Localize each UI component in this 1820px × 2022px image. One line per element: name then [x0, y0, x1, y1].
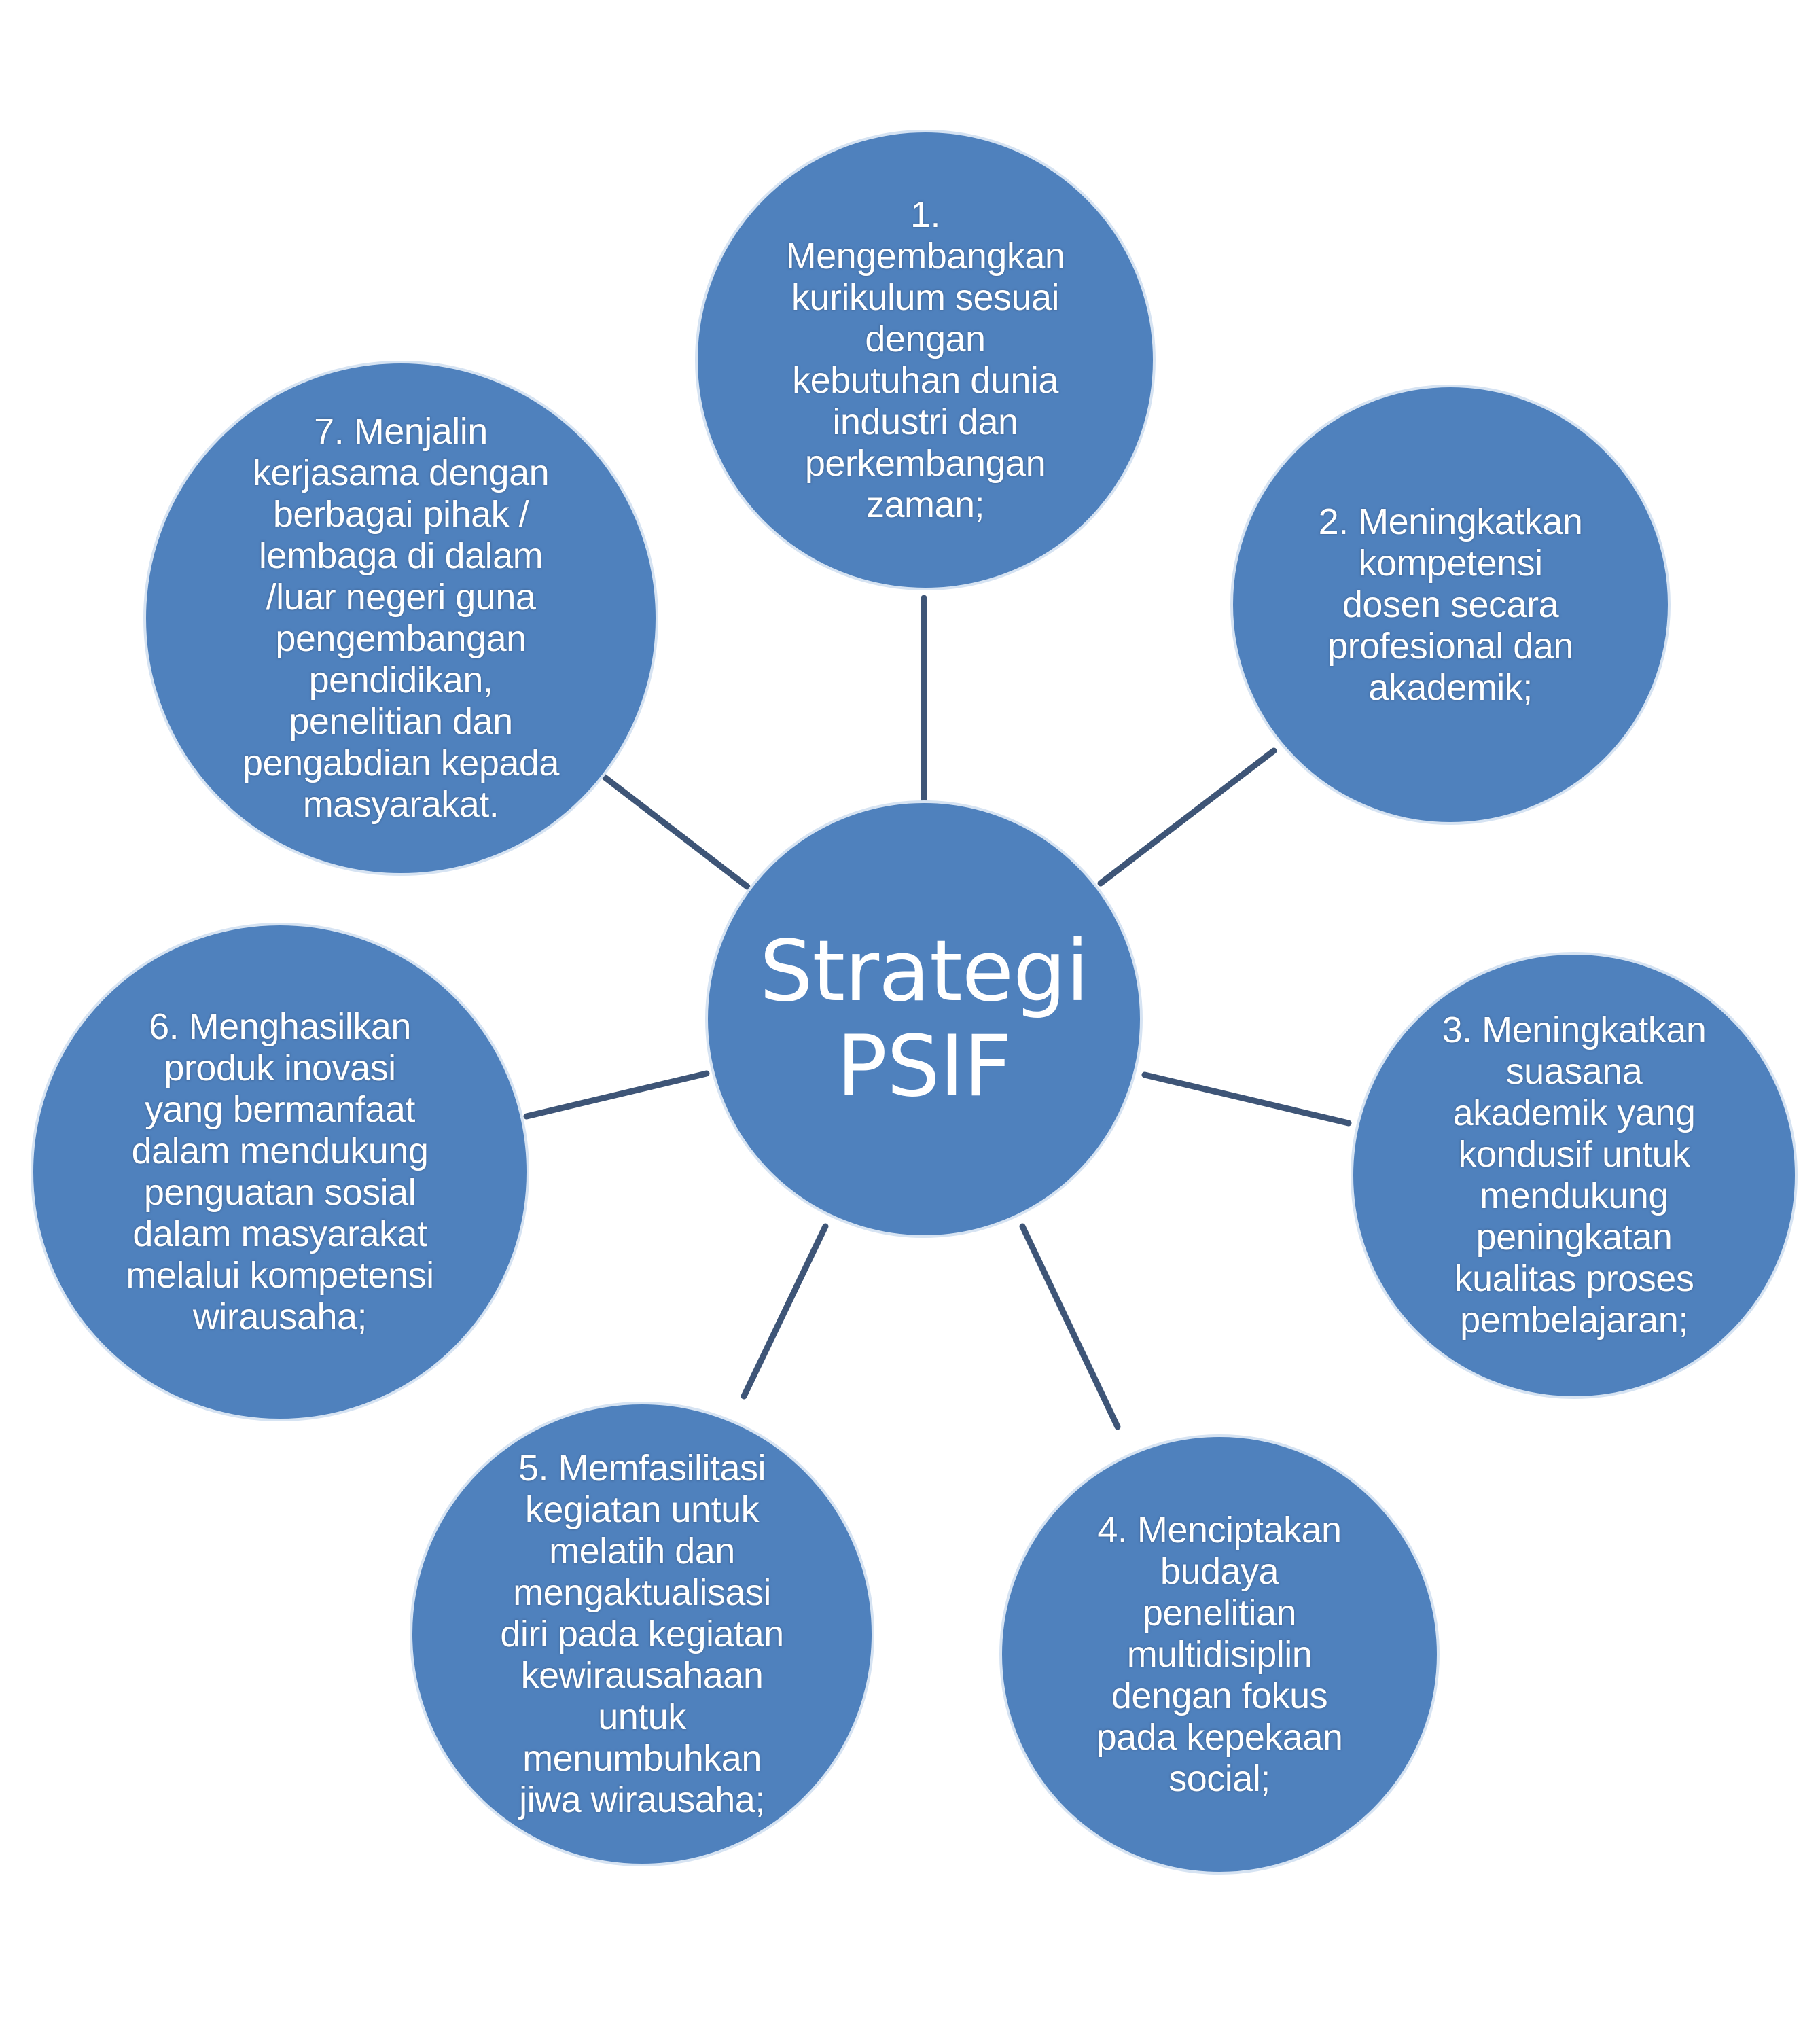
node-5-circle	[410, 1402, 874, 1866]
node-6-text: 6. Menghasilkan produk inovasi yang berm…	[126, 1006, 434, 1337]
node-1: 1. Mengembangkan kurikulum sesuai dengan…	[735, 170, 1116, 550]
node-4-circle	[999, 1434, 1440, 1875]
node-3-text: 3. Meningkatkan suasana akademik yang ko…	[1442, 1010, 1707, 1341]
node-3-circle	[1351, 952, 1798, 1399]
node-2-circle	[1230, 385, 1671, 825]
connector-2	[1097, 747, 1277, 887]
connectors	[523, 595, 1352, 1430]
connector-4	[1019, 1223, 1121, 1430]
node-2: 2. Meningkatkan kompetensi dosen secara …	[1270, 425, 1630, 785]
node-5: 5. Memfasilitasi kegiatan untuk melatih …	[452, 1444, 832, 1824]
connector-6	[523, 1070, 710, 1120]
node-5-text: 5. Memfasilitasi kegiatan untuk melatih …	[500, 1447, 784, 1820]
node-1-circle	[695, 130, 1156, 590]
node-3: 3. Meningkatkan suasana akademik yang ko…	[1391, 992, 1757, 1359]
center-node: Strategi PSIF	[734, 829, 1114, 1209]
node-1-text: 1. Mengembangkan kurikulum sesuai dengan…	[785, 194, 1065, 525]
connector-5	[741, 1223, 829, 1400]
node-7-circle	[143, 361, 658, 876]
center-title: Strategi PSIF	[759, 923, 1089, 1116]
node-6-circle	[31, 923, 529, 1421]
node-6: 6. Menghasilkan produk inovasi yang berm…	[73, 965, 487, 1379]
node-4: 4. Menciptakan budaya penelitian multidi…	[1039, 1474, 1399, 1834]
connector-7	[598, 771, 751, 890]
node-2-text: 2. Meningkatkan kompetensi dosen secara …	[1318, 501, 1583, 708]
center-circle	[705, 800, 1143, 1238]
connector-3	[1141, 1071, 1352, 1127]
node-circles	[31, 130, 1798, 1875]
node-7: 7. Menjalin kerjasama dengan berbagai pi…	[190, 408, 611, 829]
node-7-text: 7. Menjalin kerjasama dengan berbagai pi…	[243, 411, 559, 825]
node-4-text: 4. Menciptakan budaya penelitian multidi…	[1096, 1509, 1343, 1799]
